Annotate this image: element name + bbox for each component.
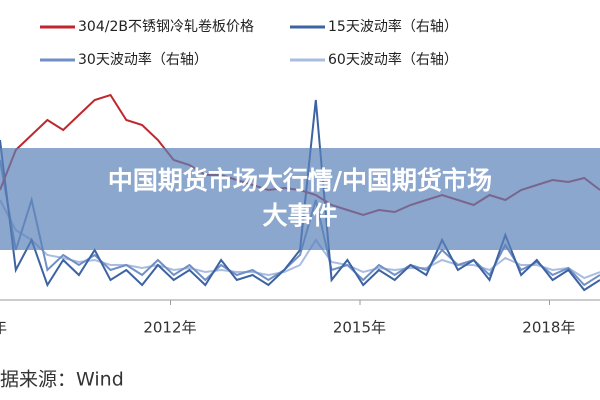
legend-label: 60天波动率（右轴） — [328, 51, 458, 68]
chart-title: 中国期货市场大行情/中国期货市场 — [108, 166, 492, 195]
title-banner — [0, 148, 600, 250]
legend-label: 304/2B不锈钢冷轧卷板价格 — [78, 19, 254, 35]
x-tick-label: 2012年 — [143, 319, 196, 337]
x-tick-label: 2015年 — [333, 319, 386, 337]
x-tick-label: 年 — [0, 319, 7, 337]
chart-title: 大事件 — [262, 201, 337, 230]
legend-label: 30天波动率（右轴） — [78, 51, 208, 68]
x-tick-label: 2018年 — [522, 319, 575, 337]
source-note: 据来源：Wind — [0, 369, 124, 391]
legend-label: 15天波动率（右轴） — [328, 18, 458, 35]
